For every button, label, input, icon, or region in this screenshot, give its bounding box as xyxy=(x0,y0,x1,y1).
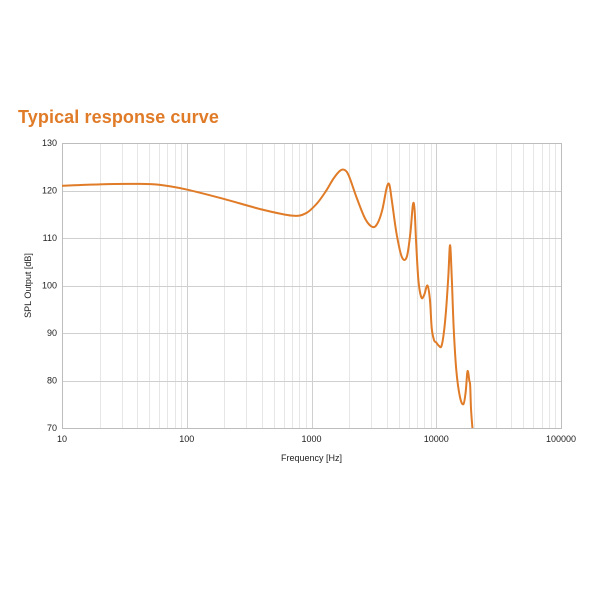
x-tick-label: 10000 xyxy=(424,434,449,444)
minor-gridlines xyxy=(100,143,556,428)
x-tick-label: 1000 xyxy=(301,434,321,444)
x-tick-label: 10 xyxy=(57,434,67,444)
response-curve-line xyxy=(62,168,474,428)
y-tick-label: 130 xyxy=(42,138,57,148)
chart-title: Typical response curve xyxy=(18,107,219,127)
y-axis-tick-labels: 70 80 90 100 110 120 130 xyxy=(42,138,57,433)
y-tick-label: 90 xyxy=(47,328,57,338)
y-tick-label: 110 xyxy=(43,233,57,243)
x-tick-label: 100000 xyxy=(546,434,576,444)
y-tick-label: 100 xyxy=(42,281,57,291)
y-axis-title: SPL Output [dB] xyxy=(23,253,33,318)
plot-frame xyxy=(62,143,562,429)
y-tick-label: 70 xyxy=(47,423,57,433)
x-tick-label: 100 xyxy=(179,434,194,444)
x-axis-tick-labels: 10 100 1000 10000 100000 xyxy=(57,434,576,444)
y-tick-label: 80 xyxy=(47,376,57,386)
x-axis-title: Frequency [Hz] xyxy=(281,453,342,463)
y-tick-label: 120 xyxy=(42,186,57,196)
major-gridlines xyxy=(62,143,562,429)
